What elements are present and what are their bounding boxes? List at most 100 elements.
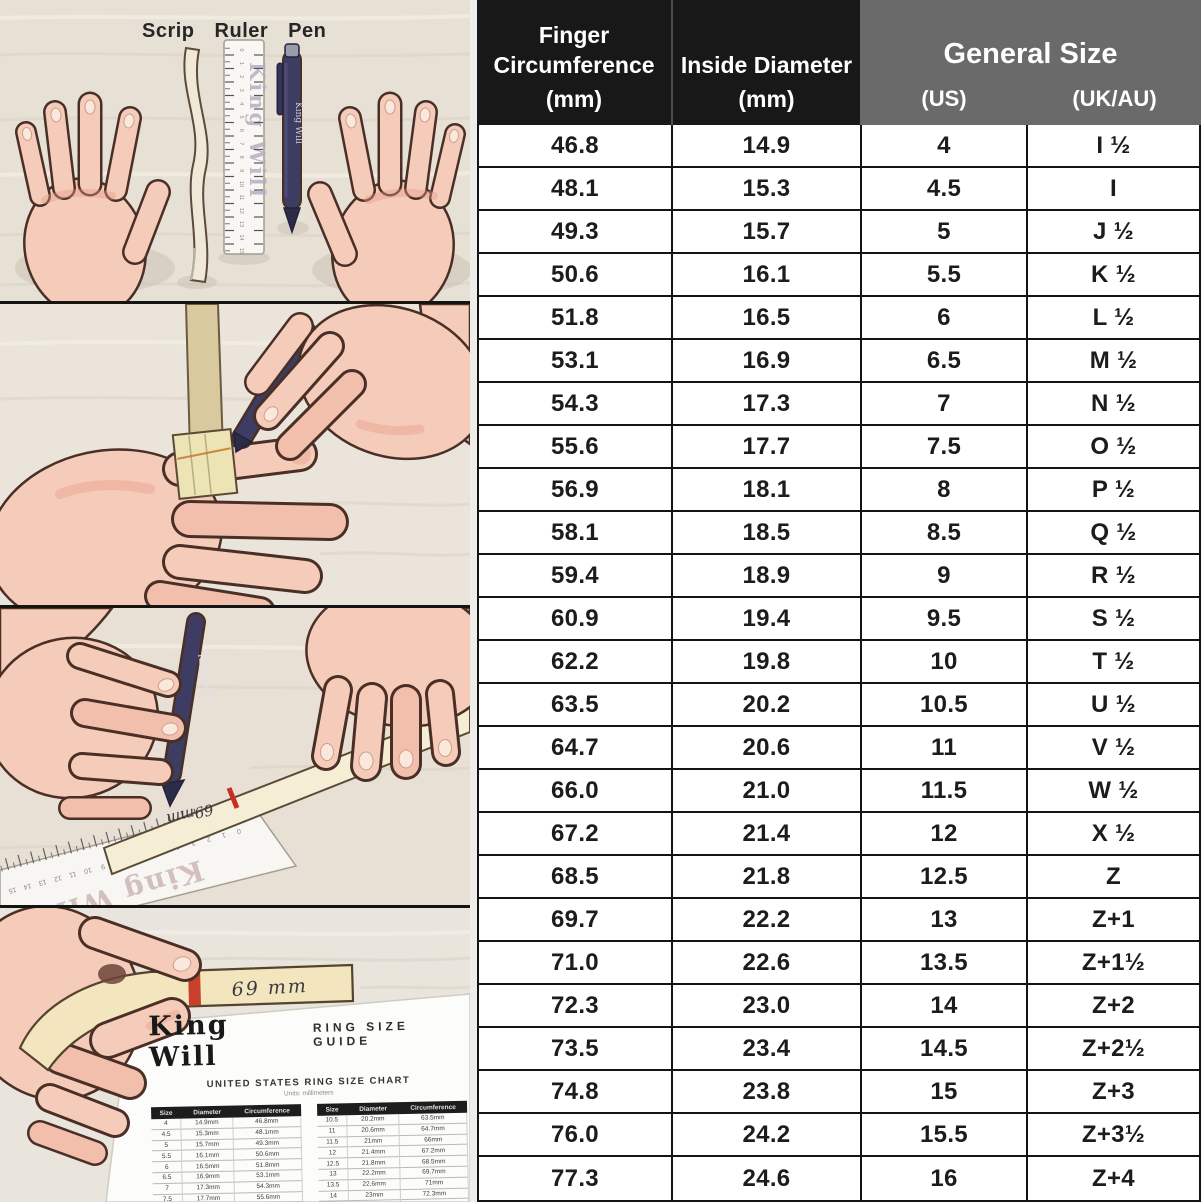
ruler-number: 9: [100, 862, 106, 870]
table-cell: 21.0: [673, 770, 862, 813]
table-cell: 51.8: [479, 297, 673, 340]
table-cell: 77.3: [479, 1157, 673, 1200]
table-cell: 16.5: [673, 297, 862, 340]
ruler-number: 13: [238, 221, 244, 227]
table-cell: 16: [862, 1157, 1028, 1200]
panel-result: 69 mm King Will RING SIZE GUIDE: [0, 905, 470, 1202]
table-cell: 59.4: [479, 555, 673, 598]
table-cell: U ½: [1028, 684, 1199, 727]
table-cell: 71.0: [479, 942, 673, 985]
table-cell: 68.5: [479, 856, 673, 899]
ruler-number: 5: [238, 115, 244, 118]
ruler-number: 7: [238, 142, 244, 145]
paper-band: [171, 428, 239, 500]
tool-labels: Scrip Ruler Pen: [142, 20, 326, 43]
table-cell: 6: [862, 297, 1028, 340]
scrip-label: Scrip: [142, 20, 195, 42]
panel-wrap-finger: [0, 301, 470, 605]
table-cell: Z+1: [1028, 899, 1199, 942]
ruler-number: 12: [238, 208, 244, 214]
table-cell: 14.5: [862, 1028, 1028, 1071]
table-cell: Z+3: [1028, 1071, 1199, 1114]
table-cell: 54.3: [479, 383, 673, 426]
handwritten-measurement: 69 mm: [231, 975, 308, 1001]
table-cell: 72.3: [479, 985, 673, 1028]
ruler-number: 10: [83, 866, 92, 875]
ruler-number: 13: [38, 878, 47, 887]
writing-hand: [0, 608, 187, 820]
table-cell: 22.6: [673, 942, 862, 985]
ruler-number: 8: [238, 156, 244, 159]
size-table-body: 46.8 14.9 4 I ½ 48.1 15.3 4.5 I 49.3 15.7 5 J ½ 50.6…: [477, 125, 1201, 1202]
header-finger-circumference: Finger Circumference (mm): [477, 0, 671, 125]
header-general-size: General Size (US) (UK/AU): [860, 0, 1201, 125]
table-cell: Z: [1028, 856, 1199, 899]
pen: King Will: [276, 43, 303, 235]
table-cell: 24.6: [673, 1157, 862, 1200]
header-text: General Size: [943, 38, 1118, 70]
header-inside-diameter: Inside Diameter (mm): [671, 0, 860, 125]
right-hand: [307, 91, 466, 301]
table-cell: 12: [862, 813, 1028, 856]
ruler-number: 2: [206, 835, 212, 843]
table-cell: 12.5: [862, 856, 1028, 899]
ruler-number: 2: [238, 75, 244, 78]
table-cell: 10.5: [862, 684, 1028, 727]
table-cell: 74.8: [479, 1071, 673, 1114]
table-cell: N ½: [1028, 383, 1199, 426]
ruler-number: 0: [238, 48, 244, 51]
size-table-header: Finger Circumference (mm) Inside Diamete…: [477, 0, 1201, 125]
table-cell: 22.2: [673, 899, 862, 942]
table-cell: 46.8: [479, 125, 673, 168]
header-unit: (mm): [545, 86, 603, 112]
table-cell: 17.7: [673, 426, 862, 469]
holding-hand-front: [78, 916, 202, 1059]
table-cell: W ½: [1028, 770, 1199, 813]
ruler-number: 11: [68, 870, 77, 879]
table-cell: 7.5: [862, 426, 1028, 469]
ruler-number: 15: [238, 248, 244, 254]
table-cell: 20.2: [673, 684, 862, 727]
table-cell: 62.2: [479, 641, 673, 684]
ruler-number: 3: [238, 89, 244, 92]
table-cell: 60.9: [479, 598, 673, 641]
table-cell: 9: [862, 555, 1028, 598]
table-cell: Z+4: [1092, 1164, 1135, 1192]
pen-brand-text: King Will: [293, 102, 303, 144]
table-cell: 5.5: [862, 254, 1028, 297]
table-cell: 16.1: [673, 254, 862, 297]
header-text: Finger: [538, 22, 610, 48]
table-cell: 49.3: [479, 211, 673, 254]
guide-paper: [105, 993, 470, 1202]
measured-strip: 69 mm: [18, 963, 355, 1072]
table-cell: I ½: [1028, 125, 1199, 168]
table-cell: 8: [862, 469, 1028, 512]
table-cell: 20.6: [673, 727, 862, 770]
table-cell: 7: [862, 383, 1028, 426]
table-cell: 58.1: [479, 512, 673, 555]
table-cell: 23.0: [673, 985, 862, 1028]
table-cell: 66.0: [479, 770, 673, 813]
table-cell: 18.1: [673, 469, 862, 512]
ruler-number: 11: [238, 195, 244, 201]
pressing-hand: [305, 608, 470, 782]
table-cell: K ½: [1028, 254, 1199, 297]
table-cell: 17.3: [673, 383, 862, 426]
table-cell: 19.8: [673, 641, 862, 684]
table-cell: 67.2: [479, 813, 673, 856]
table-cell: M ½: [1028, 340, 1199, 383]
table-cell: 11.5: [862, 770, 1028, 813]
ruler-number: 10: [238, 181, 244, 187]
table-cell: 19.4: [673, 598, 862, 641]
ruler-label: Ruler: [214, 20, 269, 42]
table-cell: 5: [862, 211, 1028, 254]
marking-hand: [244, 304, 470, 461]
table-cell: 55.6: [479, 426, 673, 469]
header-text: Circumference: [493, 52, 655, 78]
ruler-number: 1: [238, 62, 244, 65]
